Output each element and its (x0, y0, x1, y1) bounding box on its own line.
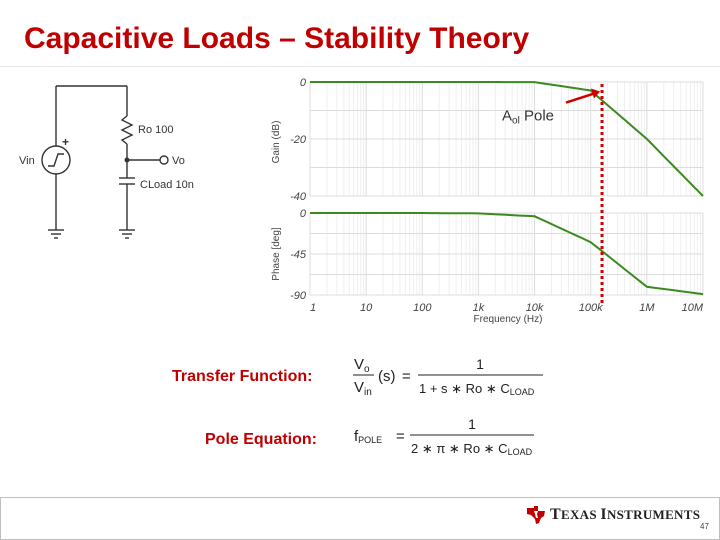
x-tick-labels: 1 10 100 1k 10k 100k 1M 10M (310, 302, 704, 314)
svg-text:1: 1 (476, 356, 484, 372)
cload-label: CLoad 10n (140, 179, 194, 191)
gain-plot: 0 -20 -40 Gain (dB) (271, 77, 704, 203)
svg-text:2 ∗ π ∗ Ro ∗ CLOAD: 2 ∗ π ∗ Ro ∗ CLOAD (411, 441, 533, 457)
gain-axis-label: Gain (dB) (271, 121, 282, 164)
y-tick-label: -90 (290, 290, 307, 302)
page-number: 47 (700, 522, 709, 531)
svg-text:=: = (396, 428, 405, 445)
plot-grid (309, 81, 704, 296)
x-axis-label: Frequency (Hz) (474, 314, 543, 325)
svg-text:Vo: Vo (354, 356, 370, 375)
x-tick-label: 10 (360, 302, 373, 314)
phase-plot: 0 -45 -90 Phase [deg] (271, 208, 704, 302)
svg-text:(s): (s) (378, 368, 396, 385)
ti-map-icon (527, 506, 545, 524)
pole-annotation-arrow (565, 92, 595, 104)
company-name: TEXAS INSTRUMENTS (550, 506, 701, 523)
pole-arrowhead-icon (591, 88, 601, 99)
y-tick-label: 0 (300, 77, 307, 89)
pole-equation-label: Pole Equation: (205, 431, 317, 448)
transfer-function-label: Transfer Function: (172, 368, 313, 385)
x-tick-label: 10M (682, 302, 704, 314)
vin-label: Vin (19, 155, 35, 167)
ro-label: Ro 100 (138, 124, 173, 136)
x-tick-label: 100k (579, 302, 603, 314)
x-tick-label: 1M (639, 302, 655, 314)
footer-bar (0, 497, 720, 540)
slide-title: Capacitive Loads – Stability Theory (24, 22, 530, 55)
ti-logo: TEXAS INSTRUMENTS (526, 505, 700, 525)
y-tick-label: 0 (300, 208, 307, 220)
x-tick-label: 10k (526, 302, 544, 314)
y-tick-label: -40 (290, 191, 307, 203)
svg-text:=: = (402, 368, 411, 385)
title-divider (0, 66, 720, 67)
phase-series-line (310, 212, 704, 296)
x-tick-label: 100 (413, 302, 432, 314)
x-tick-label: 1k (473, 302, 485, 314)
pole-annotation: Aol Pole (502, 108, 554, 127)
output-node-icon (159, 155, 169, 165)
plus-sign: + (62, 135, 69, 149)
x-tick-label: 1 (310, 302, 316, 314)
svg-text:1 + s ∗ Ro ∗ CLOAD: 1 + s ∗ Ro ∗ CLOAD (419, 381, 535, 397)
circuit-schematic: + Vin Ro 100 Vo CLoad 10n (19, 85, 194, 239)
y-tick-label: -45 (290, 249, 307, 261)
svg-text:1: 1 (468, 416, 476, 432)
transfer-function-equation: Vo Vin (s) = 1 1 + s ∗ Ro ∗ CLOAD (353, 356, 543, 398)
vo-label: Vo (172, 155, 185, 167)
y-tick-label: -20 (290, 134, 307, 146)
phase-axis-label: Phase [deg] (271, 227, 282, 281)
pole-equation: fPOLE = 1 2 ∗ π ∗ Ro ∗ CLOAD (354, 416, 534, 457)
svg-text:fPOLE: fPOLE (354, 428, 382, 445)
gain-series-line (310, 81, 704, 197)
svg-text:Vin: Vin (354, 379, 372, 398)
